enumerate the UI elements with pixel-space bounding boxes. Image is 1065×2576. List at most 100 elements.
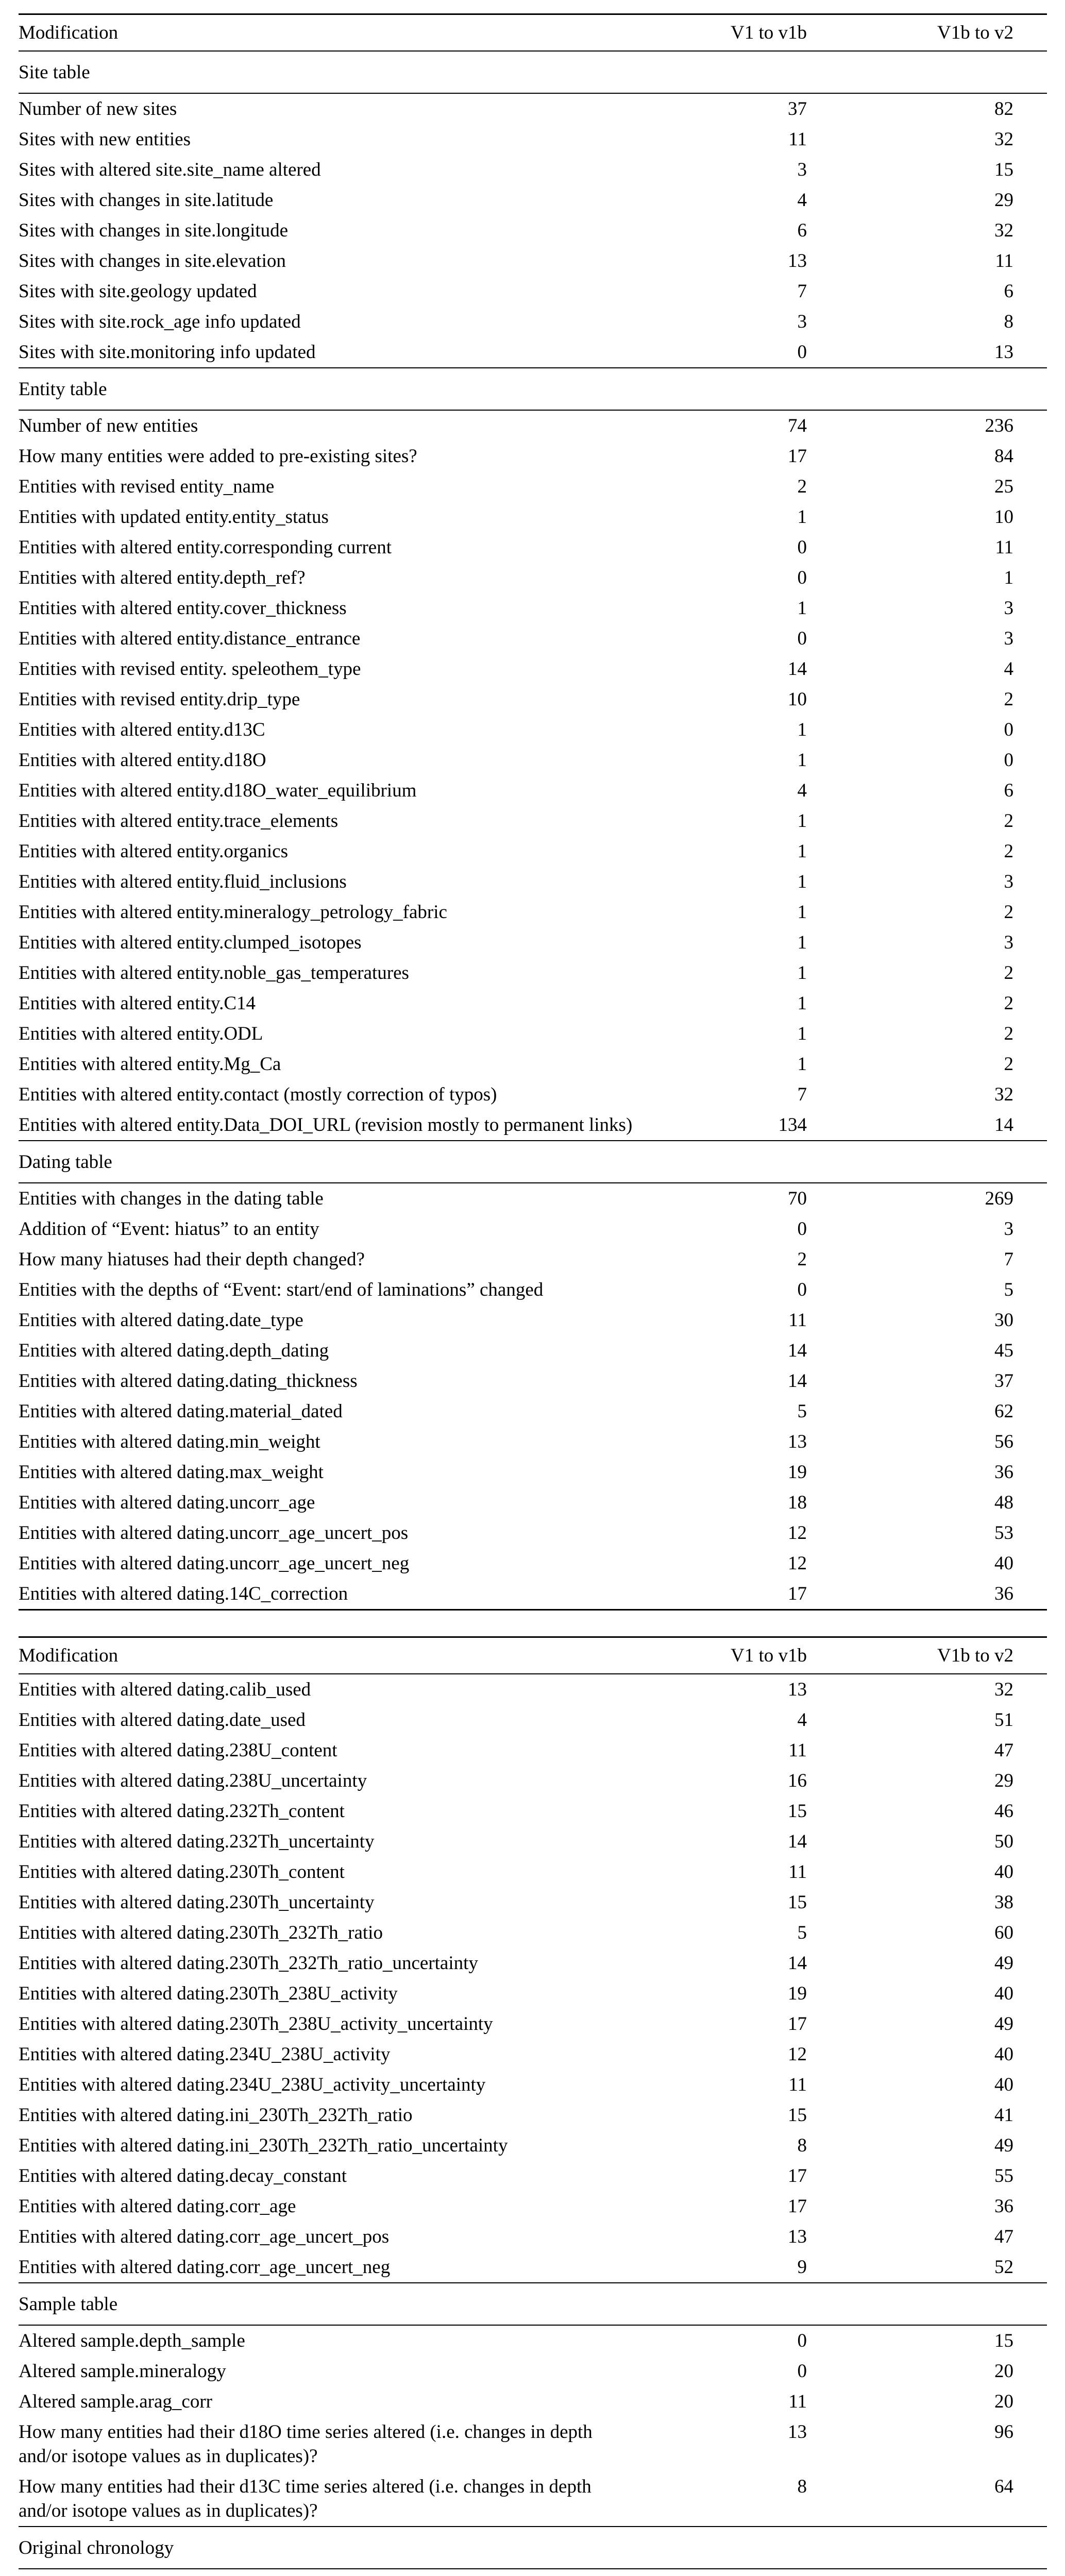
row-value-v1-to-v1b: 1 xyxy=(797,810,807,832)
top-rule xyxy=(19,13,1047,15)
row-value-v1-to-v1b: 17 xyxy=(788,446,807,467)
row-value-v1-to-v1b: 15 xyxy=(788,1801,807,1822)
row-value-v1b-to-v2: 7 xyxy=(1004,1249,1014,1270)
row-value-v1-to-v1b: 4 xyxy=(797,1709,807,1731)
row-value-v1b-to-v2: 3 xyxy=(1004,1218,1014,1240)
row-value-v1b-to-v2: 49 xyxy=(994,1953,1013,1974)
row-label: Entities with altered dating.230Th_232Th… xyxy=(19,1953,478,1974)
row-value-v1b-to-v2: 20 xyxy=(994,2361,1013,2382)
row-label: Altered sample.arag_corr xyxy=(19,2391,212,2412)
row-value-v1-to-v1b: 14 xyxy=(788,1953,807,1974)
row-value-v1-to-v1b: 17 xyxy=(788,2196,807,2217)
row-value-v1-to-v1b: 8 xyxy=(797,2135,807,2156)
row-value-v1b-to-v2: 13 xyxy=(994,342,1013,363)
row-label: How many entities had their d18O time se… xyxy=(19,2421,593,2467)
table-row: Entities with altered original_chronolog… xyxy=(19,2569,1047,2576)
table-row: Sites with changes in site.longitude 6 32 xyxy=(19,215,1047,246)
row-value-v1-to-v1b: 12 xyxy=(788,1522,807,1544)
row-value-v1-to-v1b: 5 xyxy=(797,1401,807,1422)
row-value-v1-to-v1b: 3 xyxy=(797,311,807,332)
row-value-v1b-to-v2: 37 xyxy=(994,1370,1013,1392)
table-row: Entities with altered dating.material_da… xyxy=(19,1396,1047,1427)
row-value-v1b-to-v2: 2 xyxy=(1004,902,1014,923)
table-row: Entities with revised entity. speleothem… xyxy=(19,654,1047,684)
row-value-v1b-to-v2: 4 xyxy=(1004,658,1014,680)
section-title-rule xyxy=(19,2325,1047,2326)
row-label: Entities with the depths of “Event: star… xyxy=(19,1279,544,1300)
row-value-v1-to-v1b: 7 xyxy=(797,281,807,302)
row-value-v1b-to-v2: 236 xyxy=(985,415,1014,436)
header-rule xyxy=(19,50,1047,52)
row-value-v1b-to-v2: 1 xyxy=(1004,567,1014,588)
table-row: Entities with altered entity.correspondi… xyxy=(19,532,1047,563)
table-row: Entities with altered entity.C14 1 2 xyxy=(19,988,1047,1019)
section-end-rule xyxy=(19,1140,1047,1141)
column-header-v1b-to-v2: V1b to v2 xyxy=(937,22,1013,43)
table-row: Entities with altered dating.232Th_uncer… xyxy=(19,1826,1047,1857)
table-row: Entities with altered entity.distance_en… xyxy=(19,623,1047,654)
row-value-v1-to-v1b: 1 xyxy=(797,932,807,953)
row-value-v1b-to-v2: 36 xyxy=(994,1583,1013,1604)
table-row: How many entities had their d18O time se… xyxy=(19,2417,1047,2471)
table-row: Entities with altered dating.230Th_232Th… xyxy=(19,1918,1047,1948)
section-title: Sample table xyxy=(19,2294,118,2315)
row-value-v1b-to-v2: 40 xyxy=(994,1553,1013,1574)
row-label: Entities with altered entity.correspondi… xyxy=(19,537,392,558)
row-value-v1b-to-v2: 14 xyxy=(994,1114,1013,1136)
row-label: Entities with altered dating.calib_used xyxy=(19,1679,311,1700)
row-value-v1-to-v1b: 17 xyxy=(788,2013,807,2035)
section-title-rule xyxy=(19,2568,1047,2569)
row-value-v1b-to-v2: 3 xyxy=(1004,871,1014,892)
row-value-v1b-to-v2: 62 xyxy=(994,1401,1013,1422)
table-row: Entities with altered dating.corr_age_un… xyxy=(19,2252,1047,2282)
table-row: Entities with altered dating.min_weight 1… xyxy=(19,1427,1047,1457)
row-value-v1b-to-v2: 269 xyxy=(985,1188,1014,1209)
table-row: Entities with altered dating.uncorr_age 1… xyxy=(19,1487,1047,1518)
row-label: Altered sample.depth_sample xyxy=(19,2330,245,2351)
table-row: Entities with altered dating.corr_age_un… xyxy=(19,2222,1047,2252)
row-label: Entities with altered dating.corr_age_un… xyxy=(19,2257,391,2278)
table-row: How many entities had their d13C time se… xyxy=(19,2471,1047,2526)
row-label: Entities with altered dating.ini_230Th_2… xyxy=(19,2105,413,2126)
section-title: Site table xyxy=(19,62,90,83)
row-label: Entities with altered dating.234U_238U_a… xyxy=(19,2044,391,2065)
table-row: Sites with altered site.site_name altere… xyxy=(19,155,1047,185)
row-value-v1-to-v1b: 18 xyxy=(788,1492,807,1513)
row-value-v1-to-v1b: 0 xyxy=(797,2330,807,2351)
row-label: Entities with altered entity.contact (mo… xyxy=(19,1084,497,1105)
table-row: Entities with altered entity.fluid_inclu… xyxy=(19,867,1047,897)
table-part: Modification V1 to v1b V1b to v2 Entities w… xyxy=(19,1636,1047,2576)
table-row: Sites with new entities 11 32 xyxy=(19,124,1047,155)
row-label: Entities with altered entity.d13C xyxy=(19,719,265,740)
row-value-v1b-to-v2: 6 xyxy=(1004,780,1014,801)
row-value-v1b-to-v2: 11 xyxy=(995,537,1013,558)
row-value-v1b-to-v2: 36 xyxy=(994,2196,1013,2217)
table-row: Entities with altered dating.uncorr_age_… xyxy=(19,1518,1047,1548)
row-value-v1-to-v1b: 3 xyxy=(797,159,807,180)
column-header-v1-to-v1b: V1 to v1b xyxy=(731,1645,807,1666)
table-row: Entities with altered dating.230Th_uncer… xyxy=(19,1887,1047,1918)
table-row: Entities with altered dating.corr_age 17 3… xyxy=(19,2191,1047,2222)
row-value-v1b-to-v2: 46 xyxy=(994,1801,1013,1822)
row-value-v1b-to-v2: 48 xyxy=(994,1492,1013,1513)
row-value-v1b-to-v2: 3 xyxy=(1004,598,1014,619)
row-value-v1b-to-v2: 50 xyxy=(994,1831,1013,1852)
row-value-v1b-to-v2: 32 xyxy=(994,1084,1013,1105)
row-value-v1b-to-v2: 29 xyxy=(994,1770,1013,1791)
row-label: Entities with altered entity.fluid_inclu… xyxy=(19,871,347,892)
row-value-v1b-to-v2: 40 xyxy=(994,1983,1013,2004)
table-row: Sites with changes in site.elevation 13 11 xyxy=(19,246,1047,276)
table-row: Entities with altered entity.d13C 1 0 xyxy=(19,715,1047,745)
row-value-v1b-to-v2: 56 xyxy=(994,1431,1013,1452)
row-value-v1-to-v1b: 15 xyxy=(788,2105,807,2126)
row-label: Entities with altered entity.C14 xyxy=(19,993,256,1014)
row-value-v1-to-v1b: 6 xyxy=(797,220,807,241)
row-value-v1b-to-v2: 49 xyxy=(994,2135,1013,2156)
row-label: Altered sample.mineralogy xyxy=(19,2361,226,2382)
row-value-v1-to-v1b: 13 xyxy=(788,1679,807,1700)
table-row: Addition of “Event: hiatus” to an entity… xyxy=(19,1214,1047,1244)
row-value-v1b-to-v2: 30 xyxy=(994,1310,1013,1331)
row-label: Entities with altered dating.material_da… xyxy=(19,1401,343,1422)
row-label: Entities with altered dating.max_weight xyxy=(19,1462,324,1483)
